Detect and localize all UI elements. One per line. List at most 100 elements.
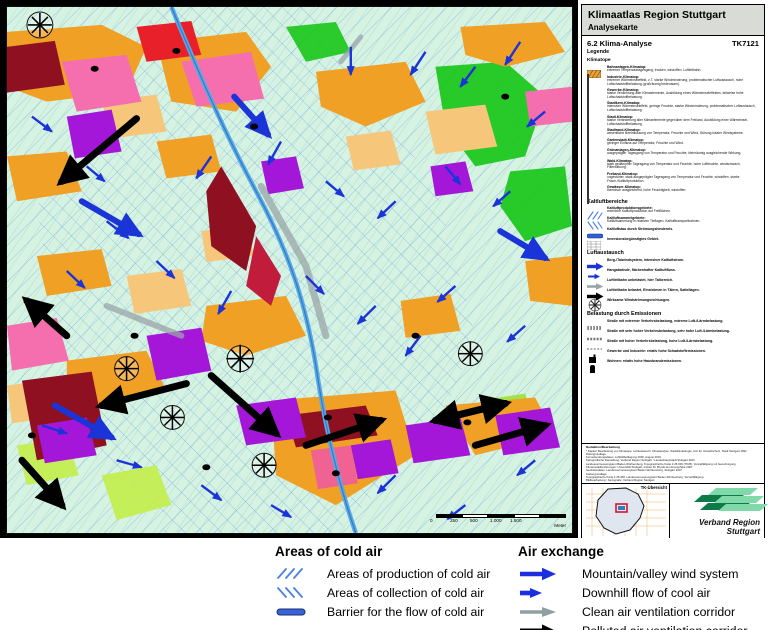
map-frame[interactable]: 0 250 500 1.000 1.500 Meter [6,6,573,534]
kaltluft-symbol [586,237,604,251]
klimatope-item: Grünanlagen-Klimatop: ausgeprägter Tagesg… [587,147,759,167]
luftaustausch-item: Luftleitbahn unbelastet, hier Talbereich… [587,278,759,291]
klimatope-text: Stadtrand-Klimatop: wesentliche Beeinflus… [607,128,759,136]
polluted-air-corridor-icon [587,292,604,301]
chimney-icon [590,364,595,373]
section-heading-kaltluft: Kaltluftbereiche [587,198,628,205]
emissionen-list: Straße mit extremer Verkehrsbelastung, e… [587,318,759,373]
color-swatch [587,127,589,147]
air-exchange-heading: Air exchange [518,544,604,559]
scale-unit: Meter [554,523,566,528]
cold-air-label: Barrier for the flow of cold air [327,604,485,619]
mountain-valley-wind-arrows [51,93,551,441]
clean-air-corridor-icon [587,283,604,291]
klimatope-item: Wald-Klimatop: stark gedämpfter Tagesgang… [587,158,759,177]
scale-bar: 0 250 500 1.000 1.500 Meter [430,510,566,528]
climate-analysis-map[interactable] [7,7,572,533]
luftaustausch-text: Hangabwinde, flächenhafter Kaltluftfluss… [607,268,759,272]
polluted-air-arrows [18,115,552,511]
emission-symbol [587,330,604,340]
klimatope-name: Gartenstadt-Klimatop: [607,138,644,143]
logo-line2: Stuttgart [726,527,760,536]
klimatope-symbol [587,171,604,191]
road-high-load-icon [587,347,602,350]
emission-item: Straße mit extremer Verkehrsbelastung, e… [587,318,759,331]
air-exchange-symbol [518,585,576,601]
title-block: Klimaatlas Region Stuttgart Analysekarte [581,4,765,36]
klimatope-item: Bahnanlagen-Klimatop: extremer Temperatur… [586,65,759,79]
luftaustausch-name: Hangabwinde, flächenhafter Kaltluftfluss… [607,267,676,272]
kaltluft-text: Kaltluftstau durch Strömungshindernis. [607,227,759,231]
klimatope-text: Grünanlagen-Klimatop: ausgeprägter Tagesg… [607,148,759,156]
credits-heading: Redaktion/Bearbeitung [586,445,620,449]
color-swatch [587,184,589,204]
bottom-boxes: TK-Übersicht [581,484,768,540]
luftaustausch-symbol [587,268,604,280]
cold-air-symbol [275,604,321,620]
emission-text: Gewerbe und Industrie: relativ hohe Scha… [607,349,759,353]
emission-text: Straße mit sehr hoher Verkehrsbelastung,… [607,329,759,333]
luftaustausch-name: Luftleitbahn belastet, Einströmen in Täl… [607,287,700,292]
color-swatch [587,137,589,157]
index-map-graphic [582,484,669,539]
kaltluft-item: Inversionsbegünstigtes Gebiet. [586,236,759,251]
credits-line: Landesvermessungsamt Baden-Württemberg, … [586,461,736,466]
color-swatch [587,147,589,167]
air-exchange-label: Downhill flow of cool air [582,585,711,600]
klimatope-symbol [587,127,604,147]
kaltluft-name: Inversionsbegünstigtes Gebiet. [607,236,660,241]
klimatope-desc: intensiver Wärmeinseleffekt, geringe Feu… [607,104,756,113]
color-swatch [587,158,589,177]
credits-line: Bildbearbeitung / Kartografie: Verband R… [586,478,655,483]
map-area[interactable]: 0 250 500 1.000 1.500 Meter [0,0,578,538]
klimatope-name: Industrie-Klimatop: [607,74,640,79]
klimatope-name: Gewerbe-Klimatop: [607,88,640,92]
klimatope-item: Stadtkern-Klimatop: intensiver Wärmeinsel… [587,100,759,120]
klimatope-symbol [587,74,604,94]
kaltluft-name: Kaltluftproduktionsgebiete: [607,206,653,211]
legend-box: 6.2 Klima-Analyse TK7121 Legende Klimato… [581,36,765,444]
klimatope-desc: thermisch ausgleichend, hohe Feuchtigkei… [607,188,687,193]
air-exchange-symbol [518,604,576,620]
english-legend: Areas of cold air Areas of production of… [0,538,768,630]
credits-line: Geobasisdaten: Landesvermessungsamt Bade… [586,468,682,473]
klimatope-text: Gewässer-Klimatop: thermisch ausgleichend… [607,185,759,193]
cold-air-label: Areas of production of cold air [327,566,491,581]
kaltluft-desc: reichliche Kaltluftproduktion auf Freifl… [607,209,671,214]
klimatope-name: Stadtrand-Klimatop: [607,128,641,133]
luftaustausch-list: Berg-/Talwindsystem, intensiver Kaltluft… [587,258,759,312]
luftaustausch-symbol [587,258,604,271]
emission-name: Straße mit extremer Verkehrsbelastung, e… [607,318,724,323]
klimatope-name: Freiland-Klimatop: [607,171,638,176]
kaltluft-item: Kaltluftproduktionsgebiete: reichliche Ka… [587,206,759,220]
emission-name: Gewerbe und Industrie: relativ hohe Scha… [607,349,706,354]
luftaustausch-text: Wirksame Windströmungsrichtungen. [607,298,759,302]
color-swatch [587,171,589,191]
emission-item: Straße mit hoher Verkehrsbelastung, hohe… [587,339,759,350]
cold-air-row: Areas of production of cold air [275,564,490,583]
klimatope-list: Bahnanlagen-Klimatop: extremer Temperatur… [586,65,759,204]
air-exchange-row: Polluted air ventilation corridor [518,621,747,630]
section-heading-emissionen: Belastung durch Emissionen [587,311,662,318]
index-map[interactable]: TK-Übersicht [582,484,670,539]
page-subtitle: Analysekarte [588,23,638,32]
scale-tick: 250 [450,518,458,523]
downhill-flow-arrows [31,41,546,520]
klimatope-text: Bahnanlagen-Klimatop: extremer Temperatur… [607,65,759,73]
luftaustausch-item: Wirksame Windströmungsrichtungen. [587,298,759,312]
emission-item: Straße mit sehr hoher Verkehrsbelastung,… [587,329,759,340]
air-exchange-symbol [518,623,576,630]
kaltluft-symbol [587,217,604,230]
klimatope-desc: ungestörter, stark ausgeprägter Tagesgan… [607,174,740,183]
logo-box: Verband Region Stuttgart [670,484,768,539]
air-exchange-label: Mountain/valley wind system [582,566,739,581]
air-exchange-row: Downhill flow of cool air [518,583,747,602]
klimatope-text: Stadtkern-Klimatop: intensiver Wärmeinsel… [607,101,759,113]
luftaustausch-text: Berg-/Talwindsystem, intensiver Kaltluft… [607,258,759,262]
luftaustausch-item: Luftleitbahn belastet, Einströmen in Täl… [587,287,759,301]
luftaustausch-text: Luftleitbahn unbelastet, hier Talbereich… [607,278,759,282]
klimatope-desc: wesentliche Beeinflussung von Temperatur… [607,131,744,136]
klimatope-symbol [587,137,604,157]
credits-line: Kartengrundlage [586,471,607,476]
